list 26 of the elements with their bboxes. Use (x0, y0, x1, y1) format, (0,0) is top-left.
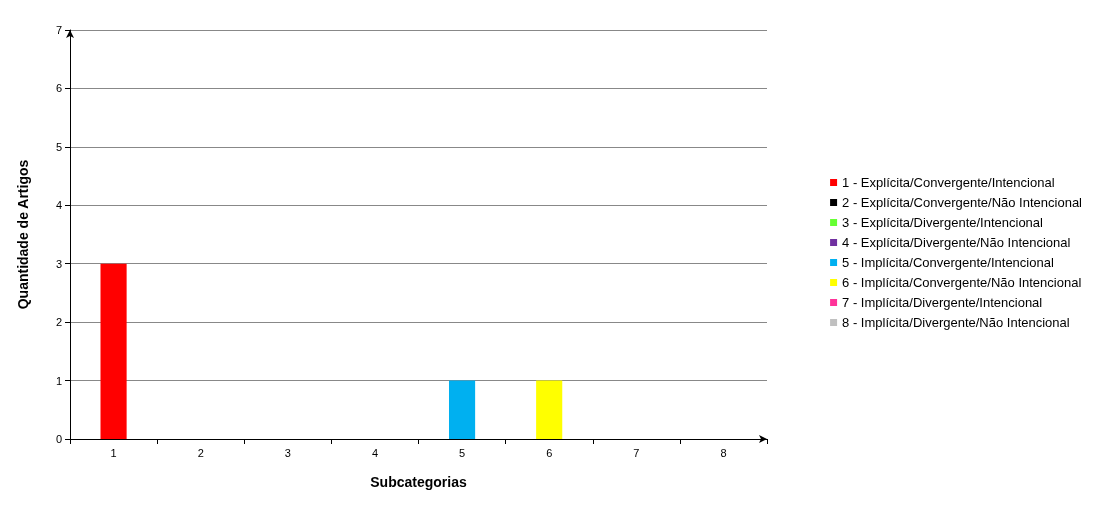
y-tick-label: 1 (55, 374, 62, 387)
x-tick-label: 1 (110, 446, 117, 459)
x-tick-label: 7 (633, 446, 640, 459)
x-tick-label: 5 (459, 446, 466, 459)
x-tick-label: 3 (284, 446, 291, 459)
y-tick-label: 2 (55, 316, 62, 329)
legend-label: 2 - Explícita/Convergente/Não Intencional (842, 195, 1083, 210)
legend-label: 8 - Implícita/Divergente/Não Intencional (842, 315, 1070, 330)
legend-label: 5 - Implícita/Convergente/Intencional (842, 255, 1054, 270)
legend-label: 3 - Explícita/Divergente/Intencional (842, 215, 1044, 230)
y-tick-label: 3 (55, 257, 62, 270)
legend-label: 1 - Explícita/Convergente/Intencional (842, 175, 1055, 190)
x-axis-title: Subcategorias (370, 474, 467, 490)
x-tick-label: 6 (546, 446, 553, 459)
y-tick-label: 5 (55, 140, 62, 153)
y-axis-title: Quantidade de Artigos (15, 159, 31, 310)
x-tick-label: 2 (197, 446, 204, 459)
y-tick-label: 4 (55, 199, 62, 212)
x-tick-label: 4 (371, 446, 378, 459)
x-tick-label: 8 (720, 446, 727, 459)
legend-label: 6 - Implícita/Convergente/Não Intencional (842, 275, 1082, 290)
y-tick-label: 6 (55, 82, 62, 95)
y-tick-label: 0 (55, 433, 62, 445)
y-tick-label: 7 (55, 24, 62, 36)
legend-label: 4 - Explícita/Divergente/Não Intencional (842, 235, 1071, 250)
legend-label: 7 - Implícita/Divergente/Intencional (842, 295, 1043, 310)
